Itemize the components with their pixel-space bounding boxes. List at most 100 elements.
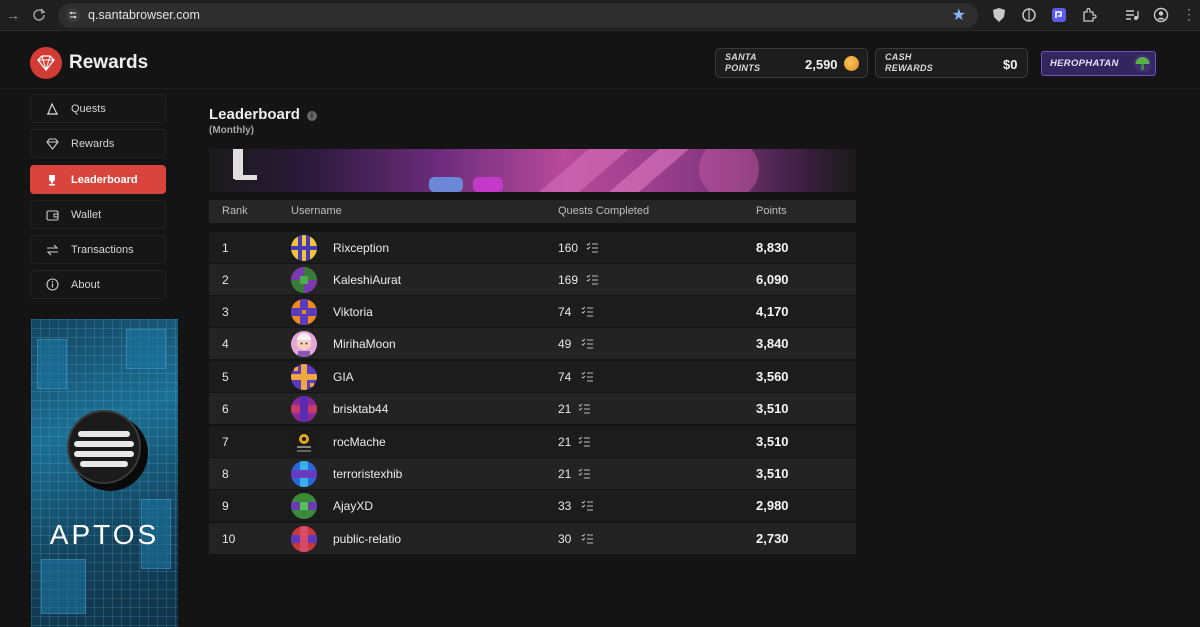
quests-cell: 169: [558, 273, 579, 287]
table-row[interactable]: 5 GIA 74 3,560: [209, 361, 856, 392]
coin-icon: [844, 56, 859, 71]
cash-rewards-label: CASH REWARDS: [885, 52, 934, 73]
table-row[interactable]: 4 MirihaMoon 49 3,840: [209, 328, 856, 359]
checklist-icon: [581, 371, 593, 382]
column-header-points[interactable]: Points: [756, 205, 787, 217]
sidebar-item-label: About: [71, 278, 100, 291]
checklist-icon: [581, 306, 593, 317]
aptos-logo-icon: [67, 410, 148, 491]
table-row[interactable]: 8 terroristexhib 21 3,510: [209, 458, 856, 489]
aptos-ad-banner[interactable]: APTOS: [31, 319, 178, 627]
quests-cell: 21: [558, 402, 572, 416]
sidebar-item-label: Transactions: [71, 243, 134, 256]
media-controls-icon[interactable]: [1124, 7, 1140, 23]
site-settings-icon[interactable]: [66, 8, 80, 22]
purple-extension-icon[interactable]: [1051, 7, 1067, 23]
forward-icon[interactable]: →: [6, 7, 20, 23]
points-cell: 6,090: [756, 272, 789, 287]
user-avatar: [291, 364, 317, 390]
user-avatar: [291, 396, 317, 422]
table-row[interactable]: 6 brisktab44 21 3,510: [209, 393, 856, 424]
table-row[interactable]: 9 AjayXD 33 2,980: [209, 490, 856, 521]
username-cell[interactable]: MirihaMoon: [333, 337, 396, 351]
sidebar-item-label: Rewards: [71, 137, 115, 150]
rank-cell: 2: [222, 273, 229, 287]
user-avatar: [291, 461, 317, 487]
bookmark-star-icon[interactable]: ★: [951, 7, 966, 24]
rank-cell: 4: [222, 337, 229, 351]
info-tooltip-icon[interactable]: i: [307, 111, 317, 121]
brand[interactable]: Rewards: [30, 47, 148, 79]
quests-cell: 49: [558, 337, 572, 351]
user-profile-pill[interactable]: HEROPHATAN: [1041, 51, 1156, 76]
username-cell[interactable]: Viktoria: [333, 305, 373, 319]
table-row[interactable]: 10 public-relatio 30 2,730: [209, 523, 856, 554]
column-header-quests[interactable]: Quests Completed: [558, 205, 650, 217]
wallet-icon: [45, 208, 59, 222]
points-cell: 3,510: [756, 401, 789, 416]
table-row[interactable]: 7 rocMache 21 3,510: [209, 426, 856, 457]
santa-points-value: 2,590: [805, 57, 838, 72]
user-avatar-icon: [1133, 54, 1152, 73]
reload-icon[interactable]: [30, 6, 48, 24]
user-avatar: [291, 429, 317, 455]
ad-brand-text: APTOS: [49, 519, 160, 550]
santa-points-label: SANTA POINTS: [725, 52, 761, 73]
sidebar-item-label: Leaderboard: [71, 173, 138, 186]
checklist-icon: [581, 338, 593, 349]
sidebar-item-transactions[interactable]: Transactions: [30, 235, 166, 264]
checklist-icon: [581, 533, 593, 544]
quests-cell: 21: [558, 435, 572, 449]
username-cell[interactable]: Rixception: [333, 241, 390, 255]
points-cell: 3,840: [756, 336, 789, 351]
username-cell[interactable]: AjayXD: [333, 499, 374, 513]
rank-cell: 5: [222, 370, 229, 384]
points-cell: 4,170: [756, 304, 789, 319]
rank-cell: 3: [222, 305, 229, 319]
rank-cell: 6: [222, 402, 229, 416]
santa-points-pill[interactable]: SANTA POINTS 2,590: [715, 48, 868, 78]
sidebar-item-leaderboard[interactable]: Leaderboard: [30, 165, 166, 194]
menu-kebab-icon[interactable]: ⋮: [1182, 6, 1196, 22]
checklist-icon: [578, 403, 590, 414]
column-header-username[interactable]: Username: [291, 205, 342, 217]
sidebar-item-rewards[interactable]: Rewards: [30, 129, 166, 158]
points-cell: 3,510: [756, 434, 789, 449]
header-divider: [0, 88, 1200, 89]
checklist-icon: [578, 436, 590, 447]
table-row[interactable]: 2 KaleshiAurat 169 6,090: [209, 264, 856, 295]
sidebar-item-wallet[interactable]: Wallet: [30, 200, 166, 229]
ad-block: [41, 559, 86, 614]
checklist-icon: [581, 500, 593, 511]
user-avatar: [291, 331, 317, 357]
quests-cell: 21: [558, 467, 572, 481]
quests-cell: 160: [558, 241, 579, 255]
user-avatar: [291, 267, 317, 293]
username-cell[interactable]: GIA: [333, 370, 354, 384]
rank-cell: 8: [222, 467, 229, 481]
brain-extension-icon[interactable]: [1021, 7, 1037, 23]
sidebar-item-label: Quests: [71, 102, 106, 115]
diamond-icon: [45, 137, 59, 151]
points-cell: 2,730: [756, 531, 789, 546]
extensions-puzzle-icon[interactable]: [1081, 7, 1097, 23]
column-header-rank[interactable]: Rank: [222, 205, 248, 217]
username-cell[interactable]: rocMache: [333, 435, 386, 449]
quests-cell: 30: [558, 532, 572, 546]
table-row[interactable]: 3 Viktoria 74 4,170: [209, 296, 856, 327]
address-bar[interactable]: q.santabrowser.com ★: [58, 3, 978, 28]
quests-cell: 33: [558, 499, 572, 513]
user-avatar: [291, 299, 317, 325]
sidebar-item-about[interactable]: About: [30, 270, 166, 299]
url-text[interactable]: q.santabrowser.com: [88, 8, 200, 22]
app-body: Rewards SANTA POINTS 2,590 CASH REWARDS …: [0, 32, 1200, 627]
username-cell[interactable]: KaleshiAurat: [333, 273, 402, 287]
profile-icon[interactable]: [1153, 7, 1169, 23]
cash-rewards-pill[interactable]: CASH REWARDS $0: [875, 48, 1028, 78]
shield-extension-icon[interactable]: [991, 7, 1007, 23]
username-cell[interactable]: public-relatio: [333, 532, 402, 546]
sidebar-item-quests[interactable]: Quests: [30, 94, 166, 123]
table-row[interactable]: 1 Rixception 160 8,830: [209, 232, 856, 263]
username-cell[interactable]: terroristexhib: [333, 467, 403, 481]
username-cell[interactable]: brisktab44: [333, 402, 389, 416]
